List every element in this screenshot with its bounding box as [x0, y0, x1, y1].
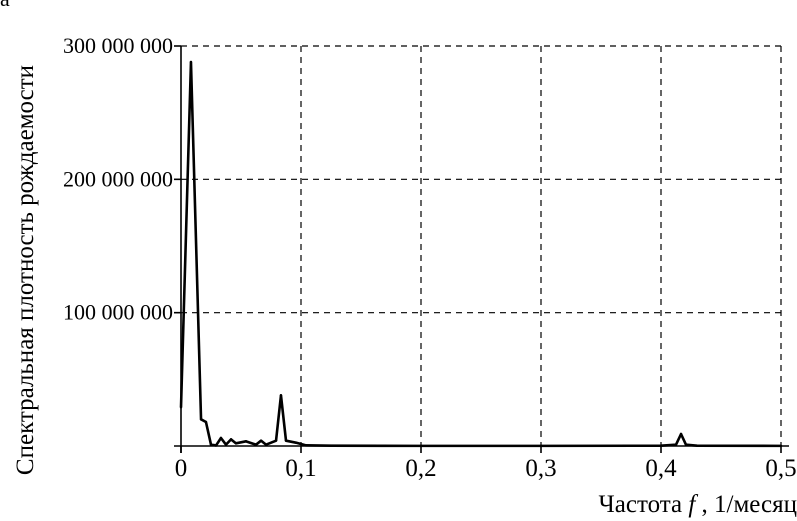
data-point	[189, 60, 193, 64]
data-point	[679, 432, 683, 436]
data-point	[274, 439, 278, 442]
data-point	[219, 436, 223, 440]
data-point	[244, 440, 248, 443]
data-point	[695, 444, 699, 447]
data-point	[204, 420, 208, 424]
data-point	[674, 443, 678, 446]
y-tick-label: 200 000 000	[63, 166, 173, 191]
data-point	[539, 444, 543, 448]
y-tick-label: 100 000 000	[63, 300, 173, 325]
data-point	[659, 444, 663, 447]
series-line	[179, 60, 782, 448]
data-point	[214, 444, 218, 447]
tick-labels: 0 0,1 0,2 0,3 0,4 0,5 100 000 000 200 000 000 30…	[63, 33, 797, 482]
data-point	[229, 438, 233, 441]
x-axis-label: Частота f , 1/месяц	[599, 491, 797, 518]
x-tick-label: 0,3	[525, 455, 556, 482]
x-tick-label: 0,2	[405, 455, 436, 482]
x-tick-label: 0,1	[285, 455, 316, 482]
x-axis-label-suffix: , 1/месяц	[702, 491, 797, 518]
data-point	[329, 444, 333, 447]
data-point	[284, 439, 288, 442]
data-point	[234, 442, 238, 445]
panel-label: a	[0, 0, 10, 12]
y-tick-label: 300 000 000	[63, 33, 173, 58]
x-tick-label: 0,4	[645, 455, 677, 482]
data-point	[419, 444, 423, 448]
data-point	[779, 444, 783, 448]
x-tick-label: 0	[175, 455, 188, 482]
x-axis-label-prefix: Частота	[599, 491, 689, 518]
data-point	[254, 443, 258, 446]
axes	[174, 46, 789, 453]
x-tick-label: 0,5	[765, 455, 796, 482]
data-point	[304, 444, 308, 447]
data-point	[209, 443, 213, 446]
data-point	[684, 443, 688, 446]
data-point	[264, 443, 268, 446]
data-point	[294, 441, 298, 444]
data-point	[279, 394, 283, 397]
grid	[181, 45, 782, 446]
tick-marks	[174, 45, 782, 453]
y-axis-label: Спектральная плотность рождаемости	[12, 65, 39, 475]
x-axis-label-symbol: f	[688, 491, 698, 518]
data-point	[224, 443, 228, 446]
data-point	[179, 406, 183, 409]
data-points	[179, 60, 783, 448]
data-point	[259, 439, 263, 442]
data-point	[199, 418, 203, 421]
